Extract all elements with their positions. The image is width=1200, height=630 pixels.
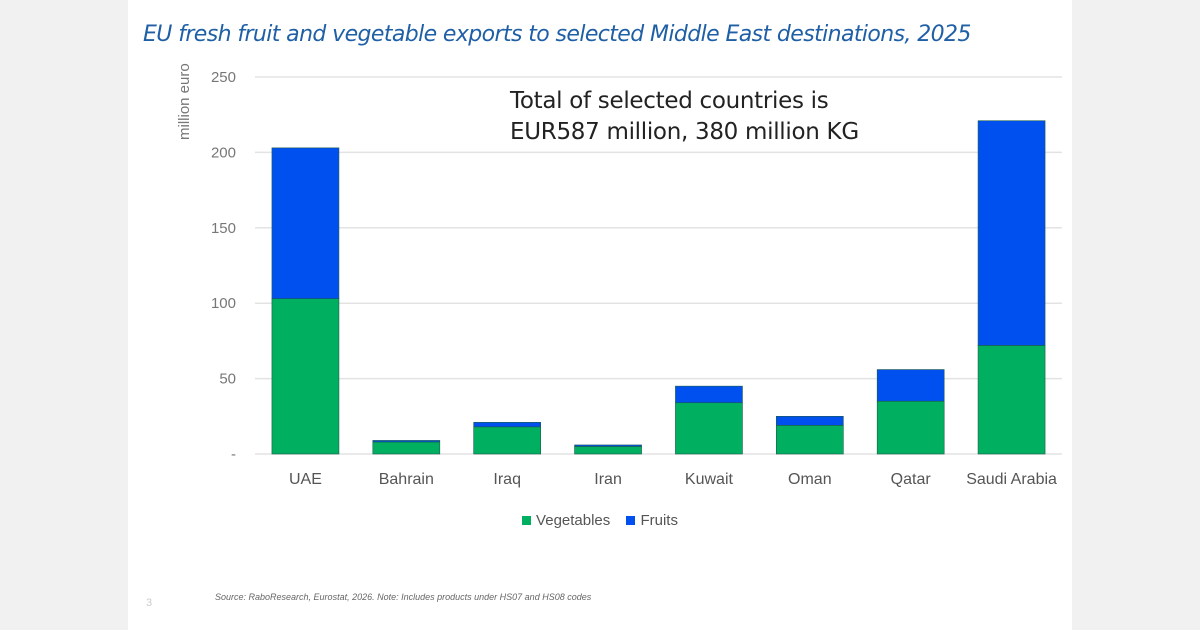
bar-vegetables-bahrain <box>372 441 441 455</box>
bar-vegetables-iran <box>574 446 642 455</box>
bar-vegetables-uae <box>271 298 340 455</box>
legend: Vegetables Fruits <box>0 512 1200 529</box>
y-tick-label: 50 <box>219 371 236 388</box>
bar-vegetables-kuwait <box>675 402 743 455</box>
page-number: 3 <box>146 597 153 609</box>
bar-fruits-iraq <box>473 422 541 428</box>
legend-swatch-fruits <box>626 516 636 525</box>
bar-vegetables-iraq <box>473 426 541 455</box>
source-note: Source: RaboResearch, Eurostat, 2026. No… <box>215 592 592 602</box>
legend-label-fruits: Fruits <box>640 512 678 529</box>
x-tick-label: Bahrain <box>379 471 434 488</box>
x-tick-label: Kuwait <box>685 471 734 488</box>
y-tick-label: 250 <box>211 69 236 86</box>
x-tick-label: Iran <box>594 471 622 488</box>
legend-item-fruits: Fruits <box>626 512 678 529</box>
annotation: Total of selected countries is EUR587 mi… <box>510 86 859 148</box>
bar-vegetables-oman <box>776 425 844 455</box>
x-tick-label: Saudi Arabia <box>966 471 1057 488</box>
legend-swatch-vegetables <box>522 516 532 525</box>
bar-fruits-saudi-arabia <box>977 120 1046 346</box>
annotation-line-2: EUR587 million, 380 million KG <box>510 119 859 145</box>
bar-fruits-qatar <box>876 369 945 402</box>
x-tick-label: Qatar <box>891 471 932 488</box>
annotation-line-1: Total of selected countries is <box>510 88 829 114</box>
legend-item-vegetables: Vegetables <box>522 512 610 529</box>
bar-fruits-kuwait <box>675 385 743 404</box>
y-tick-label: 150 <box>211 220 236 237</box>
bar-vegetables-saudi-arabia <box>977 345 1046 455</box>
y-tick-label: 100 <box>211 295 236 312</box>
y-tick-label: - <box>231 446 236 463</box>
bar-fruits-uae <box>271 147 340 299</box>
y-tick-label: 200 <box>211 144 236 161</box>
x-tick-label: Iraq <box>493 471 521 488</box>
bar-fruits-bahrain <box>372 440 441 443</box>
x-tick-label: UAE <box>289 471 322 488</box>
bar-fruits-iran <box>574 444 642 447</box>
chart-title: EU fresh fruit and vegetable exports to … <box>143 22 971 47</box>
bar-fruits-oman <box>776 415 844 426</box>
x-tick-label: Oman <box>788 471 832 488</box>
bar-vegetables-qatar <box>876 400 945 455</box>
legend-label-vegetables: Vegetables <box>536 512 611 529</box>
